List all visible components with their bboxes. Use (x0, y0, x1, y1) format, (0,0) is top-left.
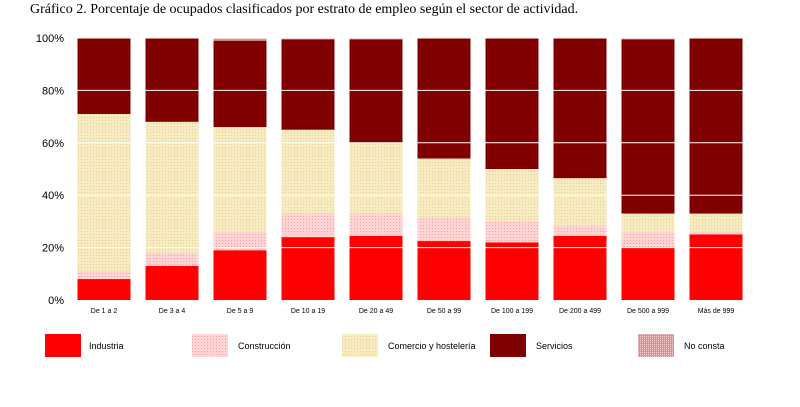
y-tick-label: 20% (42, 243, 64, 255)
bar-segment (145, 38, 199, 122)
bar-segment (417, 241, 471, 300)
bar-segment (621, 39, 675, 214)
y-tick-label: 100% (36, 33, 64, 45)
chart-title: Gráfico 2. Porcentaje de ocupados clasif… (30, 2, 579, 17)
bar-segment (213, 231, 267, 251)
bar-segment (621, 38, 675, 40)
bar-segment (485, 242, 539, 300)
bar-segment (417, 38, 471, 159)
bar-segment (621, 213, 675, 232)
bar-segment (213, 127, 267, 232)
y-tick-label: 80% (42, 85, 64, 97)
legend-swatch (490, 334, 526, 357)
bar-segment (349, 39, 403, 143)
legend-swatch (45, 334, 81, 357)
bar-segment (145, 121, 199, 253)
legend-label: Servicios (536, 341, 573, 351)
bar-segment (281, 237, 335, 300)
bar-segment (349, 38, 403, 40)
legend-swatch (342, 334, 378, 357)
y-tick-label: 40% (42, 190, 64, 202)
legend-swatch (638, 334, 674, 357)
bar-segment (689, 38, 743, 214)
bar-segment (621, 231, 675, 248)
x-tick-label: De 3 a 4 (159, 308, 186, 315)
plot-area: 0% 20% 40% 60% 80% 100% De 1 a 2 De 3 a 4 De 5 a… (36, 33, 750, 315)
bar-segment (281, 38, 335, 40)
x-tick-label: De 5 a 9 (227, 308, 254, 315)
bar-segment (553, 38, 607, 179)
bar-segment (553, 235, 607, 300)
bar-segment (77, 38, 131, 114)
bar-segment (553, 178, 607, 226)
bar-segment (77, 271, 131, 280)
y-tick-label: 60% (42, 138, 64, 150)
legend-label: No consta (684, 341, 725, 351)
bar-segment (485, 38, 539, 169)
bar-segment (417, 158, 471, 218)
bar-segment (145, 265, 199, 300)
bar-segment (689, 231, 743, 235)
bar-segment (349, 213, 403, 236)
bar-segment (349, 235, 403, 300)
bar-segment (213, 38, 267, 41)
bar-segment (689, 213, 743, 232)
bar-segment (77, 279, 131, 300)
bar-segment (689, 234, 743, 300)
bar-segment (281, 39, 335, 130)
bar-segment (77, 113, 131, 272)
bar-segment (213, 250, 267, 300)
legend-label: Industria (89, 341, 124, 351)
bar-segment (485, 221, 539, 243)
bar-segment (281, 129, 335, 214)
legend-label: Comercio y hostelería (388, 341, 476, 351)
legend: Industria Construcción Comercio y hosteler… (45, 334, 725, 357)
bar-segment (281, 213, 335, 238)
x-tick-label: De 200 a 499 (559, 308, 601, 315)
x-tick-label: De 50 a 99 (427, 308, 461, 315)
bar-segment (213, 40, 267, 128)
y-tick-label: 0% (48, 295, 64, 307)
x-tick-label: De 20 a 49 (359, 308, 393, 315)
x-tick-label: Más de 999 (698, 308, 735, 315)
bar-segment (553, 225, 607, 236)
bar-segment (349, 142, 403, 214)
legend-swatch (192, 334, 228, 357)
x-tick-label: De 10 a 19 (291, 308, 325, 315)
bar-segment (417, 217, 471, 242)
bar-segment (621, 247, 675, 300)
bar-segment (145, 252, 199, 266)
x-tick-label: De 100 a 199 (491, 308, 533, 315)
legend-label: Construcción (238, 341, 291, 351)
x-tick-label: De 500 a 999 (627, 308, 669, 315)
x-tick-label: De 1 a 2 (91, 308, 118, 315)
